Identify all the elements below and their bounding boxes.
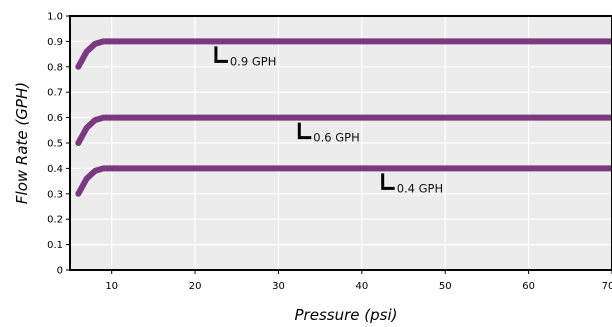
x-tick-label: 40 <box>355 281 368 292</box>
callout-label: 0.4 GPH <box>397 181 443 195</box>
x-tick-label: 50 <box>439 281 452 292</box>
x-tick-label: 70 <box>602 281 612 292</box>
y-tick-label: 0.3 <box>47 189 63 200</box>
x-tick-label: 30 <box>272 281 285 292</box>
y-tick-label: 0.1 <box>47 240 63 251</box>
callout-label: 0.6 GPH <box>313 131 359 145</box>
callout-bracket <box>214 46 228 63</box>
y-tick-label: 0.5 <box>47 139 63 150</box>
x-tick-label: 10 <box>105 281 118 292</box>
plot-frame <box>69 15 612 271</box>
y-tick-label: 0.7 <box>47 88 63 99</box>
series-line <box>75 114 612 146</box>
x-axis-title: Pressure (psi) <box>295 306 398 324</box>
callout-bracket <box>381 173 395 190</box>
y-tick-label: 0.6 <box>47 113 63 124</box>
y-tick-label: 0.4 <box>47 164 63 175</box>
callout-bracket <box>297 122 312 140</box>
x-tick-labels: 10 20 30 40 50 60 70 <box>105 281 612 292</box>
y-tick-label: 0 <box>57 266 63 277</box>
y-axis-title: Flow Rate (GPH) <box>13 82 31 204</box>
y-tick-labels: 0 0.1 0.2 0.3 0.4 0.5 0.6 0.7 0.8 0.9 1.0 <box>47 12 63 277</box>
series-line <box>75 38 612 70</box>
y-tick-label: 0.2 <box>47 215 63 226</box>
series-line <box>75 165 612 197</box>
y-tick-label: 0.9 <box>47 37 63 48</box>
callouts: 0.9 GPH 0.6 GPH 0.4 GPH <box>214 46 443 195</box>
x-tick-label: 60 <box>522 281 535 292</box>
x-tick-label: 20 <box>189 281 202 292</box>
callout-label: 0.9 GPH <box>230 54 276 68</box>
series-lines <box>75 38 612 197</box>
y-tick-label: 1.0 <box>47 12 63 23</box>
y-tick-label: 0.8 <box>47 62 63 73</box>
